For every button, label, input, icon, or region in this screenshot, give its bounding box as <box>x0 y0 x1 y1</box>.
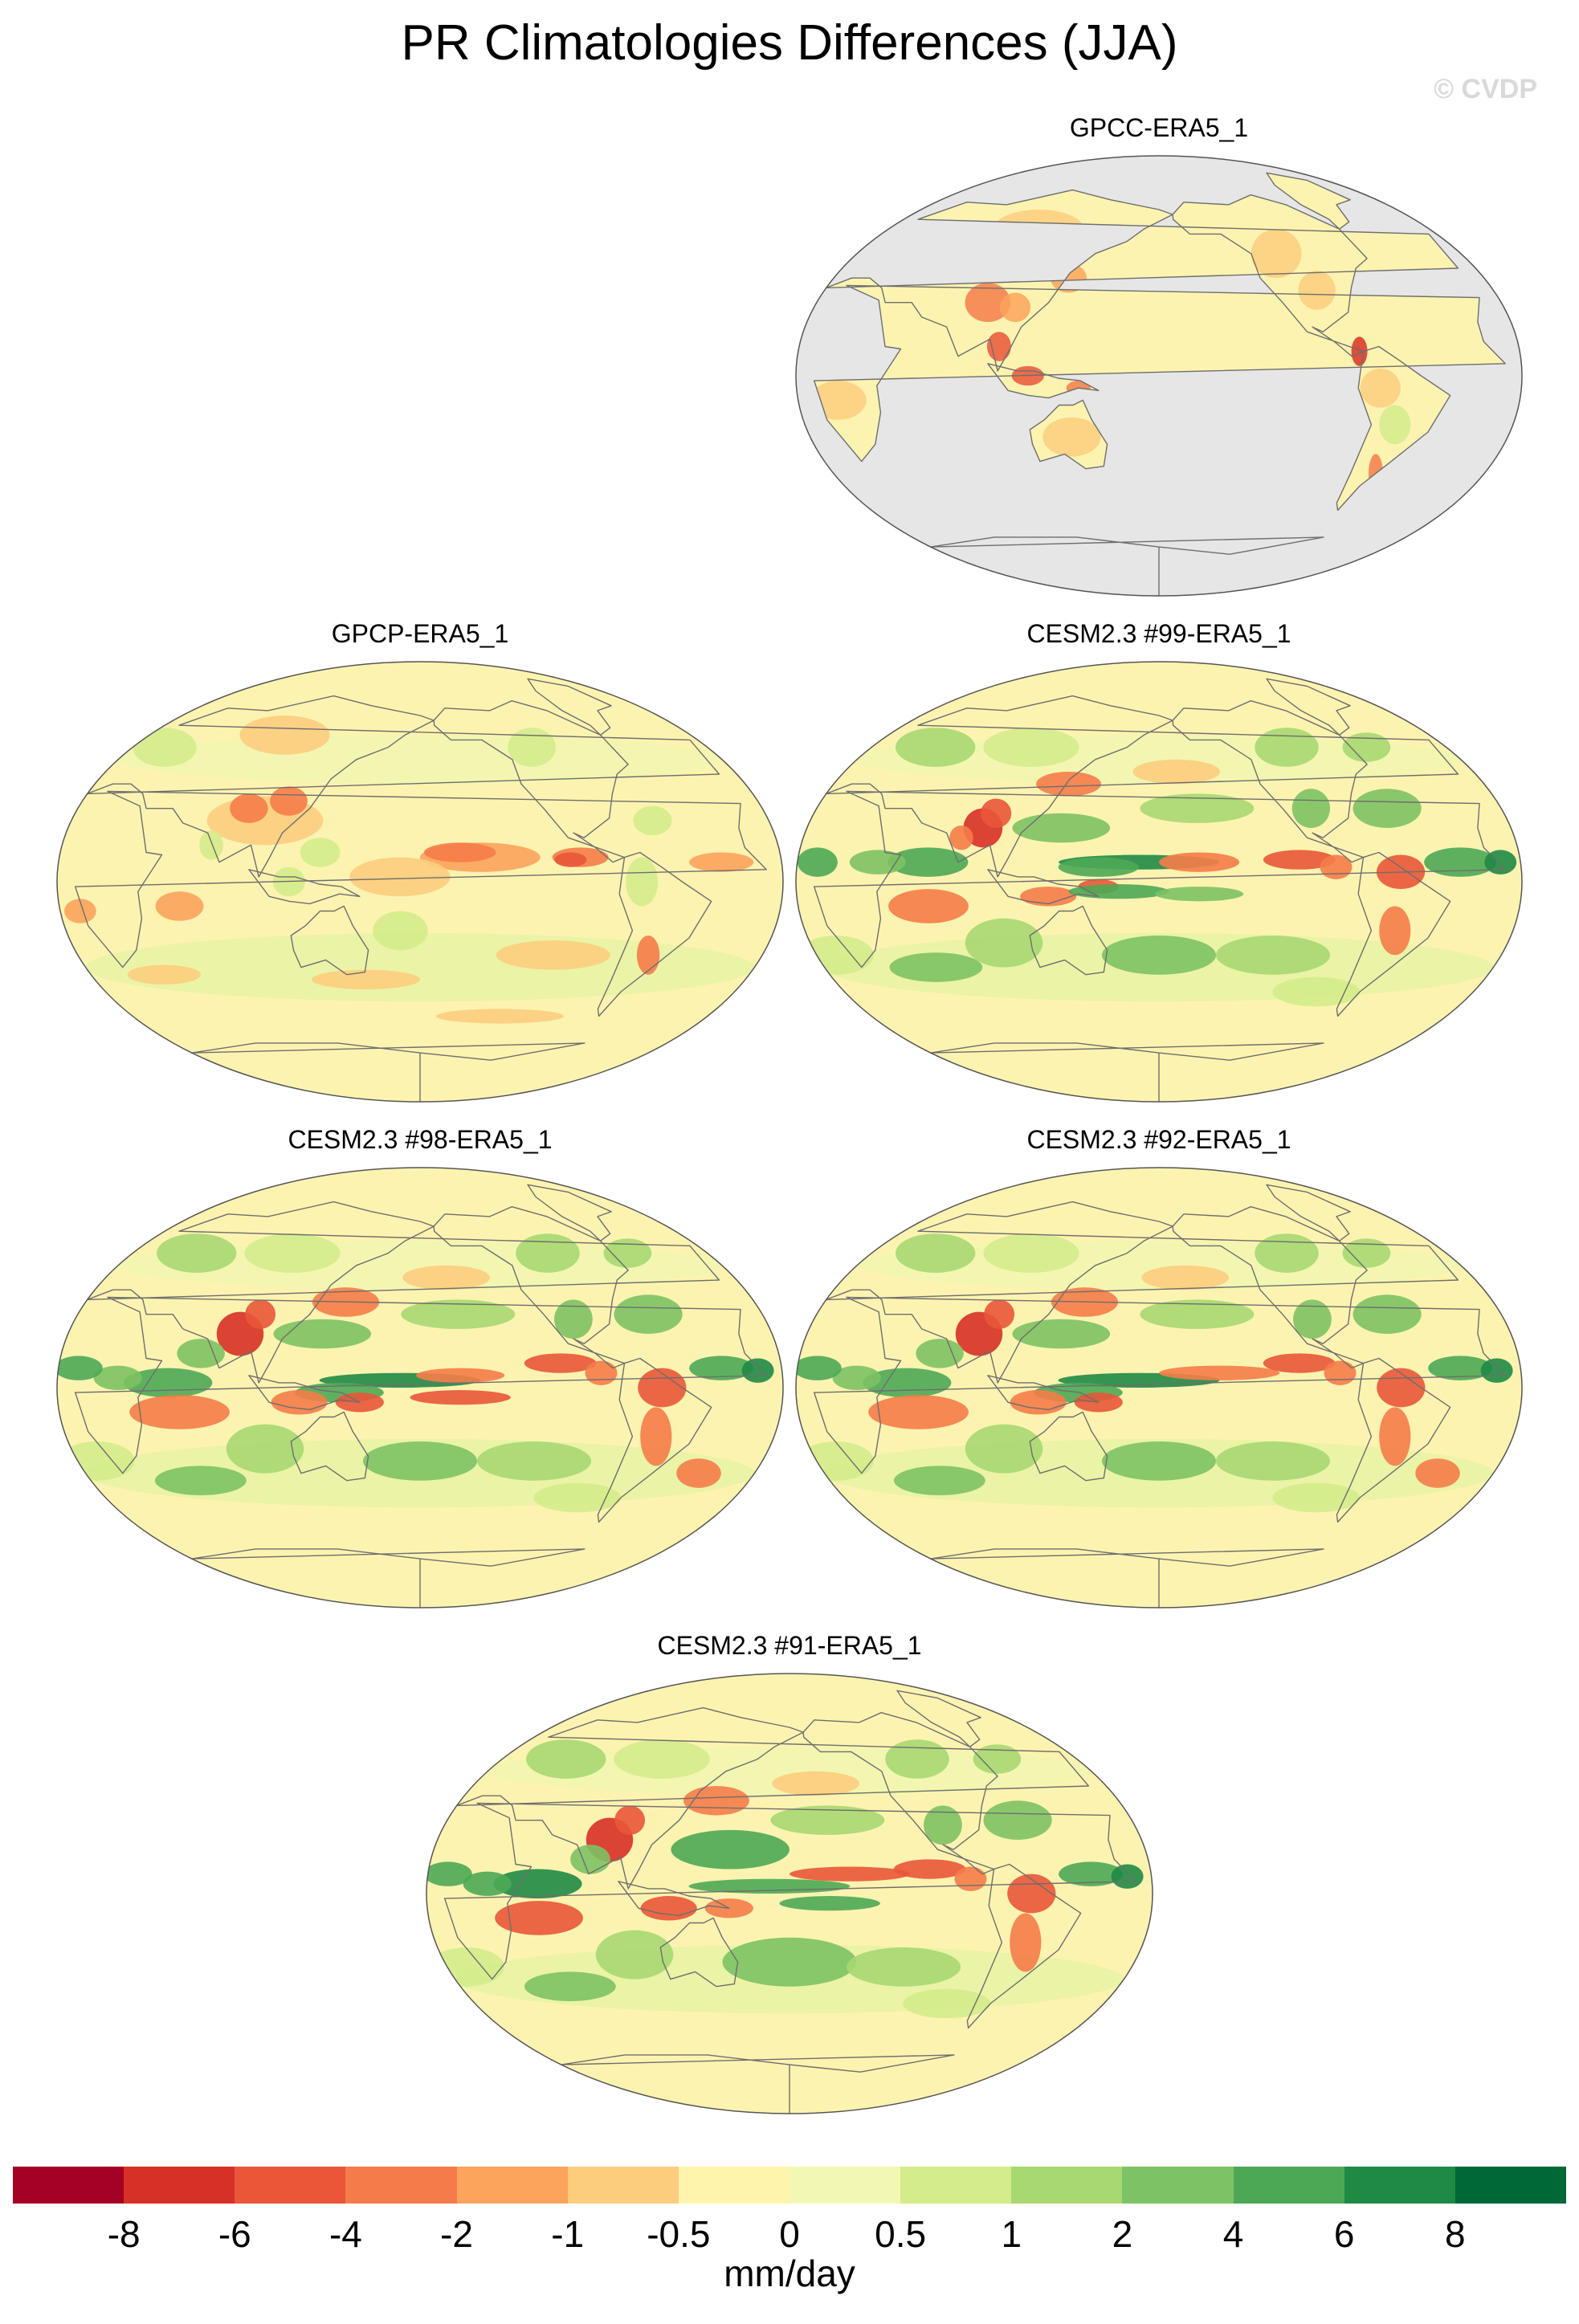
map-gpcp <box>56 661 784 1103</box>
colorbar-tick-label: 0 <box>779 2213 800 2255</box>
colorbar-box <box>124 2167 235 2204</box>
figure-title: PR Climatologies Differences (JJA) <box>401 15 1178 71</box>
colorbar-labels: -8 -6 -4 -2 -1 -0.5 0 0.5 1 2 4 6 8 <box>0 2212 1579 2261</box>
colorbar-tick-label: -0.5 <box>647 2213 711 2255</box>
colorbar-box <box>1122 2167 1234 2204</box>
cvdp-watermark: © CVDP <box>1434 74 1537 104</box>
colorbar-box <box>1455 2167 1567 2204</box>
colorbar-box <box>790 2167 901 2204</box>
colorbar-tick-label: 1 <box>1001 2213 1022 2255</box>
colorbar-tick-label: -8 <box>107 2213 141 2255</box>
colorbar-tick-label: 4 <box>1222 2213 1244 2255</box>
colorbar-box <box>678 2167 790 2204</box>
colorbar-tick-label: 6 <box>1333 2213 1355 2255</box>
colorbar-box <box>900 2167 1012 2204</box>
map-cesm99 <box>795 661 1523 1103</box>
colorbar-box <box>456 2167 569 2204</box>
map-cesm91 <box>426 1673 1153 2114</box>
map-panel-cesm99: CESM2.3 #99-ERA5_1 <box>795 619 1523 1103</box>
colorbar-box <box>1344 2167 1456 2204</box>
map-gpcc <box>795 155 1523 597</box>
map-cesm92 <box>795 1167 1523 1608</box>
panel-title: CESM2.3 #91-ERA5_1 <box>657 1631 922 1660</box>
colorbar-box <box>567 2167 679 2204</box>
map-panel-gpcc: GPCC-ERA5_1 <box>795 113 1523 597</box>
colorbar-box <box>1011 2167 1123 2204</box>
colorbar-tick-label: -4 <box>328 2213 362 2255</box>
map-panel-cesm92: CESM2.3 #92-ERA5_1 <box>795 1125 1523 1609</box>
colorbar-box <box>235 2167 346 2204</box>
map-panel-cesm91: CESM2.3 #91-ERA5_1 <box>426 1631 1153 2115</box>
colorbar-units: mm/day <box>724 2253 855 2294</box>
colorbar-tick-label: -1 <box>551 2213 585 2255</box>
colorbar-box <box>345 2167 458 2204</box>
colorbar-tick-label: -6 <box>218 2213 251 2255</box>
colorbar-tick-label: 2 <box>1112 2213 1133 2255</box>
panel-title: CESM2.3 #99-ERA5_1 <box>1026 619 1291 648</box>
colorbar-tick-label: 8 <box>1445 2213 1466 2255</box>
panel-title: CESM2.3 #92-ERA5_1 <box>1026 1125 1291 1154</box>
panel-title: CESM2.3 #98-ERA5_1 <box>288 1125 553 1154</box>
colorbar-box <box>1233 2167 1345 2204</box>
panel-title: GPCP-ERA5_1 <box>331 619 509 648</box>
map-panel-gpcp: GPCP-ERA5_1 <box>56 619 784 1103</box>
colorbar <box>13 2167 1567 2204</box>
map-panel-cesm98: CESM2.3 #98-ERA5_1 <box>56 1125 784 1609</box>
panel-title: GPCC-ERA5_1 <box>1069 113 1249 142</box>
colorbar-box <box>13 2167 124 2204</box>
map-cesm98 <box>56 1167 784 1608</box>
colorbar-tick-label: -2 <box>440 2213 474 2255</box>
colorbar-tick-label: 0.5 <box>875 2213 927 2255</box>
